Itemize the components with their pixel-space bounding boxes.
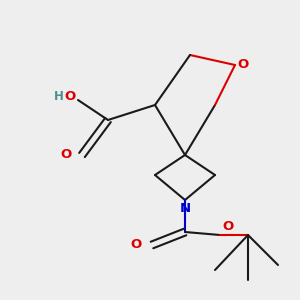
Text: O: O — [131, 238, 142, 251]
Text: O: O — [237, 58, 249, 71]
Text: O: O — [222, 220, 233, 233]
Text: O: O — [61, 148, 72, 161]
Text: O: O — [65, 89, 76, 103]
Text: N: N — [179, 202, 191, 214]
Text: H: H — [54, 89, 64, 103]
